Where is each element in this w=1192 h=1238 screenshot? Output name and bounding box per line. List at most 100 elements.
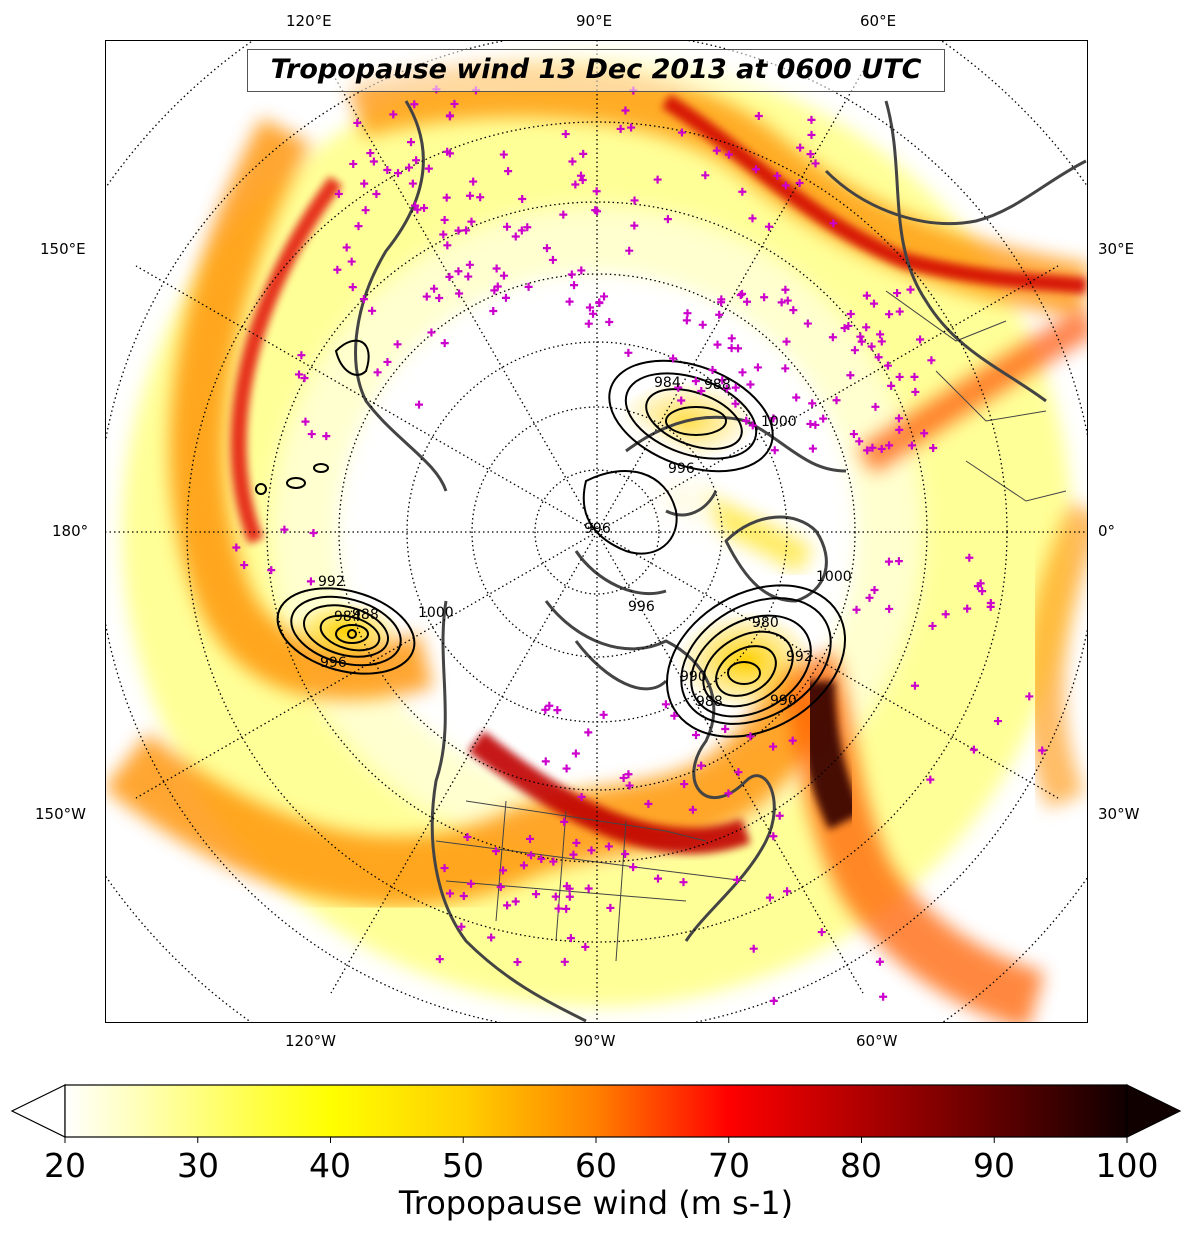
- observation-marker: [910, 681, 919, 690]
- observation-marker: [445, 889, 454, 898]
- colorbar-over-arrow: [1126, 1084, 1182, 1138]
- colorbar-tick-label: 100: [1095, 1146, 1159, 1185]
- observation-marker: [300, 374, 309, 383]
- observation-marker: [627, 123, 636, 132]
- observation-marker: [724, 150, 733, 159]
- observation-marker: [895, 425, 904, 434]
- observation-marker: [796, 143, 805, 152]
- observation-marker: [527, 851, 536, 860]
- observation-marker: [342, 243, 351, 252]
- observation-marker: [600, 292, 609, 301]
- observation-marker: [829, 219, 838, 228]
- observation-marker: [963, 604, 972, 613]
- observation-marker: [523, 223, 532, 232]
- observation-marker: [894, 557, 903, 566]
- observation-marker: [738, 368, 747, 377]
- observation-marker: [567, 270, 576, 279]
- observation-marker: [295, 370, 303, 379]
- observation-marker: [585, 303, 594, 312]
- observation-marker: [691, 377, 700, 386]
- observation-marker: [412, 156, 421, 165]
- observation-marker: [653, 874, 662, 883]
- map-panel: 984 988 996 996 992 988 984 990 1000 996…: [105, 40, 1088, 1023]
- observation-marker: [806, 150, 815, 159]
- observation-marker: [503, 222, 512, 231]
- lon-label-60e: 60°E: [860, 12, 897, 30]
- observation-marker: [383, 165, 392, 174]
- observation-marker: [322, 432, 331, 441]
- contour-label: 992: [786, 649, 813, 665]
- observation-marker: [850, 346, 859, 355]
- observation-marker: [499, 150, 508, 159]
- observation-marker: [360, 179, 369, 188]
- observation-marker: [616, 124, 625, 133]
- observation-marker: [969, 745, 978, 754]
- observation-marker: [267, 566, 276, 575]
- observation-marker: [877, 444, 886, 453]
- observation-marker: [907, 441, 916, 450]
- observation-marker: [240, 561, 249, 570]
- observation-marker: [524, 282, 533, 291]
- pressure-contours: [255, 339, 847, 738]
- map-title: Tropopause wind 13 Dec 2013 at 0600 UTC: [247, 49, 945, 92]
- observation-marker: [879, 992, 888, 1001]
- observation-marker: [828, 333, 837, 342]
- observation-marker: [712, 146, 721, 155]
- observation-marker: [752, 165, 761, 174]
- observation-marker: [511, 232, 520, 241]
- observation-marker: [624, 770, 633, 779]
- observation-marker: [542, 244, 551, 253]
- observation-marker: [499, 866, 508, 875]
- observation-marker: [361, 206, 370, 215]
- observation-marker: [592, 187, 601, 196]
- observation-marker: [777, 298, 786, 307]
- colorbar-tick-label: 20: [44, 1146, 86, 1185]
- observation-marker: [591, 206, 600, 215]
- contour-label: 988: [352, 607, 379, 623]
- observation-marker: [369, 157, 378, 166]
- observation-marker: [457, 922, 466, 931]
- observation-marker: [532, 890, 541, 899]
- observation-marker: [440, 339, 449, 348]
- observation-marker: [424, 164, 433, 173]
- observation-marker: [697, 386, 706, 395]
- observation-marker: [422, 292, 431, 301]
- observation-marker: [566, 934, 575, 943]
- observation-marker: [792, 393, 801, 402]
- observation-marker: [625, 246, 634, 255]
- observation-marker: [817, 928, 826, 937]
- observation-marker: [537, 854, 546, 863]
- observation-marker: [885, 441, 894, 450]
- observation-marker: [808, 444, 817, 453]
- observation-marker: [978, 587, 987, 596]
- colorbar-tick-label: 70: [708, 1146, 750, 1185]
- observation-marker: [895, 307, 904, 316]
- observation-marker: [307, 430, 316, 439]
- observation-marker: [455, 289, 464, 298]
- observation-marker: [372, 189, 381, 198]
- contour-label: 1000: [418, 605, 454, 621]
- observation-marker: [232, 543, 241, 552]
- observation-marker: [466, 191, 475, 200]
- observation-marker: [411, 201, 420, 210]
- observation-marker: [765, 893, 774, 902]
- observation-marker: [526, 834, 535, 843]
- observation-marker: [874, 353, 883, 362]
- observation-marker: [445, 272, 454, 281]
- observation-marker: [439, 230, 448, 239]
- observation-marker: [393, 340, 402, 349]
- contour-label: 980: [752, 615, 779, 631]
- observation-marker: [867, 342, 876, 351]
- contour-label: 996: [668, 461, 695, 477]
- contour-label: 990: [680, 669, 707, 685]
- observation-marker: [383, 357, 392, 366]
- observation-marker: [701, 171, 710, 180]
- observation-marker: [734, 768, 743, 777]
- lon-label-30e: 30°E: [1098, 240, 1135, 258]
- observation-marker: [579, 149, 588, 158]
- observation-marker: [871, 402, 880, 411]
- lon-label-0: 0°: [1098, 522, 1116, 540]
- observation-marker: [770, 446, 779, 455]
- observation-marker: [807, 115, 816, 124]
- contour-label: 984: [654, 375, 681, 391]
